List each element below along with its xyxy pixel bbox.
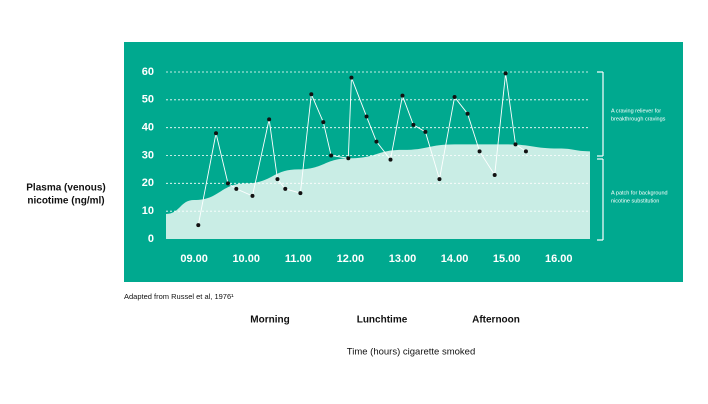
y-tick-label: 10 [142, 205, 154, 217]
marker [321, 120, 326, 125]
marker [346, 156, 351, 161]
annotation: A patch for background [611, 190, 668, 196]
x-tick-label: 09.00 [180, 253, 208, 265]
marker [196, 223, 201, 228]
y-tick-label: 50 [142, 94, 154, 106]
marker [400, 93, 405, 98]
area [166, 144, 590, 239]
marker [309, 92, 314, 97]
x-tick-label: 15.00 [493, 253, 521, 265]
marker [477, 149, 482, 154]
annotation: breakthrough cravings [611, 116, 666, 122]
marker [364, 114, 369, 119]
source: Adapted from Russel et al, 1976¹ [124, 292, 234, 301]
marker [423, 129, 428, 134]
period-label: Morning [250, 315, 289, 326]
x-tick-label: 12.00 [337, 253, 365, 265]
x-tick-label: 10.00 [232, 253, 260, 265]
x-tick-label: 16.00 [545, 253, 573, 265]
marker [452, 95, 457, 100]
marker [465, 111, 470, 116]
annotation: A craving reliever for [611, 108, 661, 114]
marker [513, 142, 518, 147]
marker [214, 131, 219, 136]
marker [283, 186, 288, 191]
marker [374, 139, 379, 144]
marker [329, 153, 334, 158]
marker [225, 181, 230, 186]
marker [411, 122, 416, 127]
y-tick-label: 0 [148, 233, 154, 245]
x-tick-label: 11.00 [285, 253, 312, 265]
y-tick-label: 60 [142, 66, 154, 78]
y-axis-title: nicotime (ng/ml) [27, 196, 104, 207]
y-tick-label: 40 [142, 122, 154, 134]
marker [492, 172, 497, 177]
marker [298, 191, 303, 196]
y-tick-label: 30 [142, 149, 154, 161]
marker [349, 75, 354, 80]
x-tick-label: 13.00 [389, 253, 417, 265]
line [197, 73, 527, 226]
x-axis-title: Time (hours) cigarette smoked [347, 347, 475, 358]
y-tick-label: 20 [142, 177, 154, 189]
y-axis-title: Plasma (venous) [26, 183, 105, 194]
marker [275, 177, 280, 182]
period-label: Afternoon [472, 315, 520, 326]
period-label: Lunchtime [357, 315, 408, 326]
marker [250, 193, 255, 198]
annotation: nicotine substitution [611, 198, 659, 204]
marker [234, 186, 239, 191]
x-tick-label: 14.00 [441, 253, 469, 265]
marker [523, 149, 528, 154]
marker [388, 157, 393, 162]
marker [437, 177, 442, 182]
marker [267, 117, 272, 122]
marker [503, 71, 508, 76]
